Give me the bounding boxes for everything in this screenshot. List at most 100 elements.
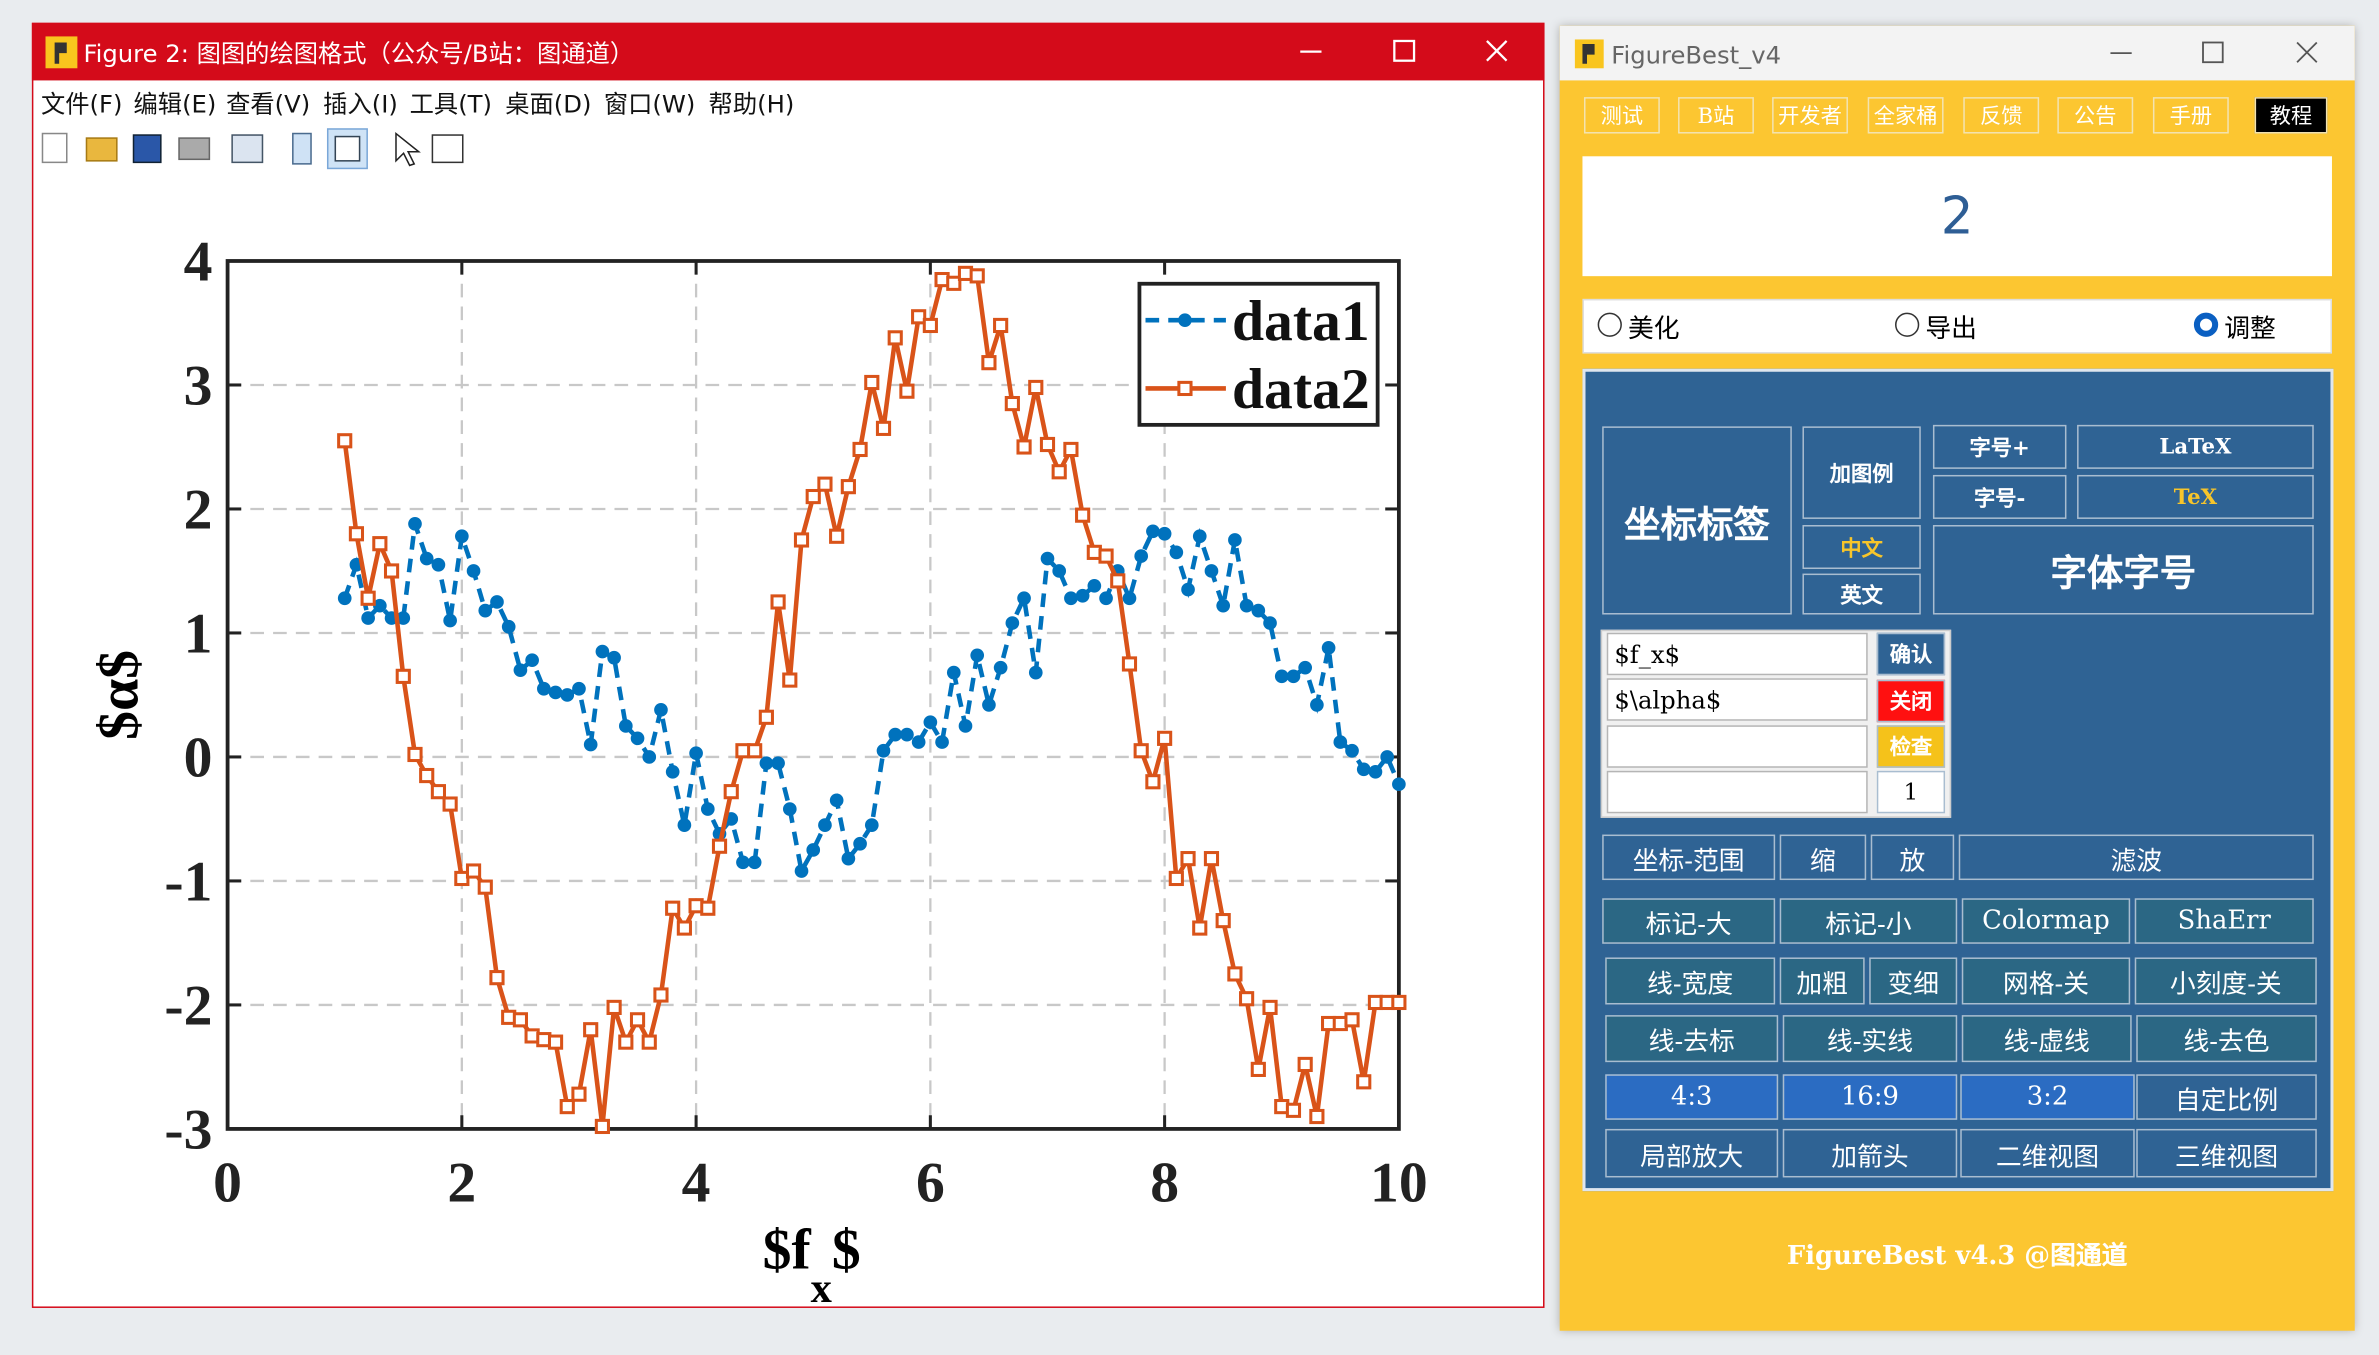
data-marker xyxy=(747,743,763,759)
menu-item[interactable]: 桌面(D) xyxy=(505,89,592,119)
panel-button[interactable]: 16:9 xyxy=(1782,1074,1958,1120)
panel-button[interactable]: 线-虚线 xyxy=(1961,1015,2132,1063)
radio-button[interactable] xyxy=(1597,312,1622,337)
tool-new[interactable] xyxy=(41,132,68,164)
tool-save[interactable] xyxy=(132,134,162,164)
close[interactable] xyxy=(2296,41,2318,63)
panel-button[interactable]: 滤波 xyxy=(1958,834,2314,881)
panel-button[interactable]: 1 xyxy=(1876,770,1946,814)
tab-button[interactable]: 手册 xyxy=(2152,97,2229,134)
close[interactable] xyxy=(1486,40,1508,62)
panel-button[interactable]: TeX xyxy=(2077,474,2314,519)
panel-button[interactable]: 标记-大 xyxy=(1602,898,1776,944)
panel-button[interactable]: 3:2 xyxy=(1960,1074,2135,1120)
data-marker xyxy=(864,818,879,832)
menu-item[interactable]: 工具(T) xyxy=(409,89,492,119)
data-marker xyxy=(770,594,786,610)
text-input[interactable] xyxy=(1606,770,1868,814)
data-marker xyxy=(548,685,563,700)
panel-button[interactable]: 缩 xyxy=(1779,834,1867,881)
panel-button[interactable]: 字体字号 xyxy=(1932,525,2314,615)
data-marker xyxy=(594,1118,610,1135)
panel-button[interactable]: 线-实线 xyxy=(1782,1015,1958,1063)
tab-button[interactable]: 教程 xyxy=(2254,97,2328,134)
data-marker xyxy=(875,420,892,436)
tool-print[interactable] xyxy=(178,137,211,161)
data-marker xyxy=(993,317,1009,334)
panel-button[interactable]: 4:3 xyxy=(1605,1074,1779,1120)
tool-link[interactable] xyxy=(231,134,264,164)
menu-item[interactable]: 窗口(W) xyxy=(603,89,696,119)
tool-colorbar[interactable] xyxy=(292,132,312,165)
panel-button[interactable]: 自定比例 xyxy=(2136,1074,2317,1120)
data-marker xyxy=(969,268,985,284)
maximize[interactable] xyxy=(1393,39,1416,62)
panel-button[interactable]: LaTeX xyxy=(2077,424,2314,469)
panel-button[interactable]: Colormap xyxy=(1961,898,2131,944)
panel-button[interactable]: 中文 xyxy=(1802,525,1921,570)
tab-button[interactable]: 全家桶 xyxy=(1867,97,1944,134)
panel-button[interactable]: 线-去标 xyxy=(1605,1015,1779,1063)
data-marker xyxy=(1216,598,1231,613)
panel-button[interactable]: 小刻度-关 xyxy=(2134,957,2317,1005)
tab-button[interactable]: 开发者 xyxy=(1772,97,1848,134)
data-marker xyxy=(1192,920,1208,936)
panel-button[interactable]: 关闭 xyxy=(1876,679,1946,723)
data-marker xyxy=(372,536,388,552)
panel-button[interactable]: 放 xyxy=(1870,834,1955,881)
panel-button[interactable]: 英文 xyxy=(1802,573,1921,615)
radio-label[interactable]: 调整 xyxy=(2224,313,2276,344)
panel-button[interactable]: 检查 xyxy=(1876,725,1946,768)
radio-button[interactable] xyxy=(2193,312,2219,337)
text-input[interactable]: $f_x$ xyxy=(1606,632,1868,676)
tab-button[interactable]: 公告 xyxy=(2057,97,2134,134)
tab-button[interactable]: B站 xyxy=(1678,97,1754,134)
text-input[interactable]: $\alpha$ xyxy=(1606,678,1868,721)
panel-button[interactable]: 字号+ xyxy=(1932,424,2067,469)
data-marker xyxy=(793,532,810,548)
panel-button[interactable]: ShaErr xyxy=(2134,898,2314,944)
panel-button[interactable]: 线-宽度 xyxy=(1605,957,1776,1005)
data-marker xyxy=(630,731,645,746)
panel-button[interactable]: 加图例 xyxy=(1802,426,1921,519)
tool-open[interactable] xyxy=(85,137,118,162)
tool-pointer[interactable] xyxy=(395,131,421,167)
panel-button[interactable]: 确认 xyxy=(1876,632,1946,676)
panel-button[interactable]: 标记-小 xyxy=(1779,898,1958,944)
tool-title-icons xyxy=(1574,39,2318,69)
data-marker xyxy=(395,668,411,684)
panel-button[interactable]: 变细 xyxy=(1869,957,1958,1005)
panel-button[interactable]: 字号- xyxy=(1932,474,2067,519)
panel-button[interactable]: 加粗 xyxy=(1779,957,1865,1005)
data-marker xyxy=(794,864,809,878)
tab-button[interactable]: 测试 xyxy=(1583,97,1660,134)
panel-button[interactable]: 坐标-范围 xyxy=(1602,834,1776,881)
data-marker xyxy=(817,476,833,492)
legend-marker xyxy=(1177,380,1193,397)
panel-button[interactable]: 二维视图 xyxy=(1960,1128,2135,1178)
maximize[interactable] xyxy=(2202,41,2224,64)
radio-label[interactable]: 美化 xyxy=(1627,313,1680,344)
menu-item[interactable]: 帮助(H) xyxy=(708,89,795,119)
menu-item[interactable]: 文件(F) xyxy=(40,89,123,119)
legend-label: data2 xyxy=(1232,358,1370,421)
panel-button[interactable]: 网格-关 xyxy=(1961,957,2131,1005)
data-marker xyxy=(1368,764,1383,779)
panel-button[interactable]: 局部放大 xyxy=(1605,1128,1779,1178)
tool-inspector[interactable] xyxy=(431,134,464,164)
data-marker xyxy=(946,665,961,680)
menu-item[interactable]: 编辑(E) xyxy=(133,89,217,119)
data-marker xyxy=(1344,1012,1360,1028)
panel-button[interactable]: 加箭头 xyxy=(1782,1128,1958,1178)
panel-button[interactable]: 坐标标签 xyxy=(1602,426,1792,615)
radio-button[interactable] xyxy=(1895,312,1920,337)
panel-button[interactable]: 三维视图 xyxy=(2136,1128,2317,1178)
tab-button[interactable]: 反馈 xyxy=(1963,97,2040,134)
menu-item[interactable]: 插入(I) xyxy=(323,89,398,119)
radio-label[interactable]: 导出 xyxy=(1925,313,1977,344)
data-marker xyxy=(935,735,949,749)
text-input[interactable] xyxy=(1606,725,1868,768)
data-marker xyxy=(1133,743,1149,759)
menu-item[interactable]: 查看(V) xyxy=(226,89,311,119)
panel-button[interactable]: 线-去色 xyxy=(2136,1015,2317,1063)
